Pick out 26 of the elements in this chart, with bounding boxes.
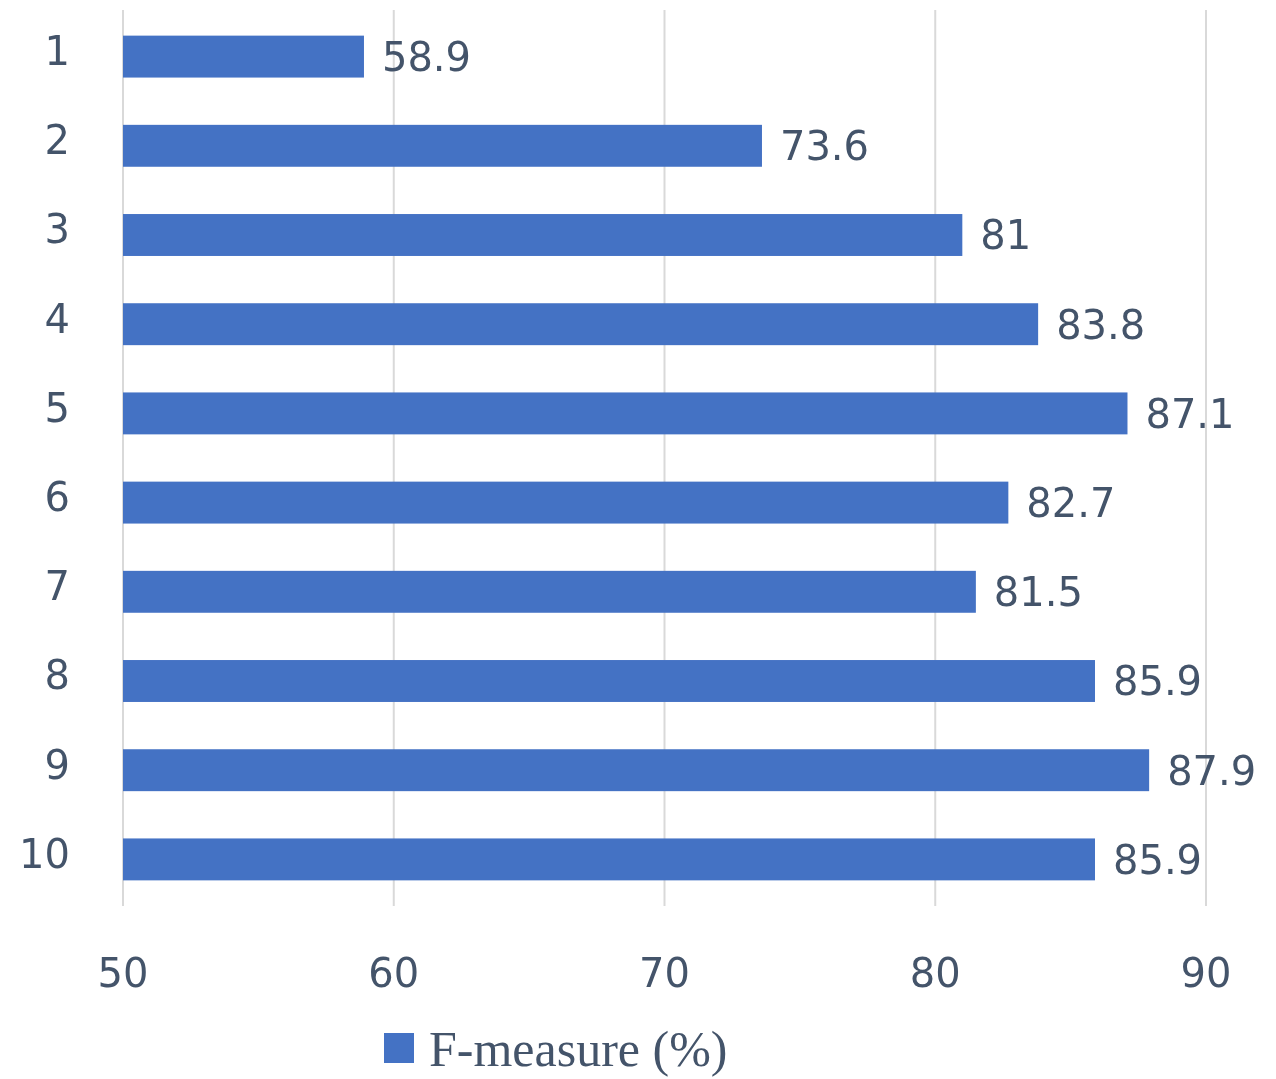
y-tick-label: 8 <box>44 652 70 699</box>
data-label: 83.8 <box>1056 301 1146 348</box>
legend-label: F-measure (%) <box>429 1021 728 1077</box>
x-tick-label: 90 <box>1180 950 1232 997</box>
x-tick-label: 50 <box>97 950 149 997</box>
y-tick-label: 2 <box>44 117 70 164</box>
y-tick-label: 1 <box>44 28 70 74</box>
y-tick-label: 3 <box>44 206 70 253</box>
data-label: 85.9 <box>1112 658 1203 705</box>
data-label: 87.1 <box>1145 390 1235 437</box>
data-label: 85.9 <box>1112 836 1203 883</box>
data-label: 81 <box>980 212 1032 259</box>
y-tick-label: 10 <box>19 830 70 877</box>
y-tick-label: 6 <box>44 474 70 520</box>
x-tick-label: 80 <box>909 950 961 997</box>
x-tick-label: 70 <box>639 950 690 997</box>
y-tick-label: 7 <box>44 563 70 610</box>
data-label: 87.9 <box>1167 747 1257 794</box>
data-label: 58.9 <box>381 34 472 80</box>
y-tick-label: 9 <box>44 741 70 788</box>
y-tick-label: 5 <box>44 384 70 431</box>
data-label: 82.7 <box>1026 480 1116 526</box>
data-label: 81.5 <box>993 569 1083 616</box>
x-tick-label: 60 <box>368 950 420 997</box>
y-tick-label: 4 <box>44 295 70 342</box>
data-label: 73.6 <box>779 123 870 170</box>
